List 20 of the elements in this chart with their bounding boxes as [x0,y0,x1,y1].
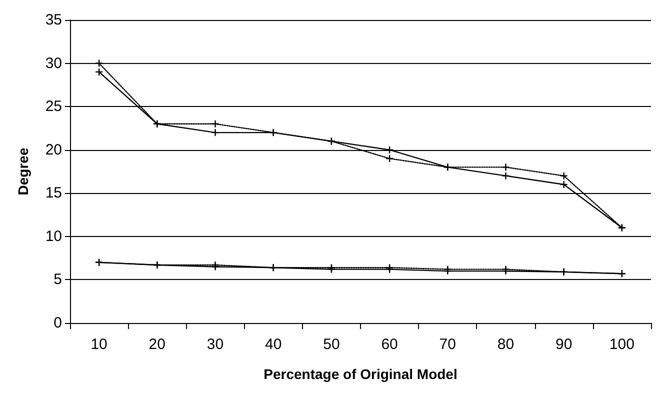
x-tick-label: 60 [381,336,398,353]
y-axis-title: Degree [15,148,31,196]
x-tick-label: 10 [90,336,108,353]
x-tick-label: 40 [265,336,282,353]
y-tick-label: 20 [45,141,62,158]
x-tick-label: 50 [323,336,340,353]
x-tick-label: 90 [556,336,572,353]
y-tick-label: 0 [54,314,62,332]
y-tick-label: 35 [45,12,62,28]
y-tick-label: 10 [45,228,62,245]
y-tick-label: 15 [45,184,62,202]
x-tick-label: 100 [609,336,634,353]
x-tick-label: 20 [148,336,166,353]
x-tick-label: 30 [206,336,224,353]
x-tick-label: 80 [497,336,514,353]
y-tick-label: 25 [45,98,62,116]
x-tick-label: 70 [439,336,456,353]
x-axis-title: Percentage of Original Model [264,366,458,382]
y-tick-label: 5 [54,271,62,288]
y-tick-label: 30 [45,54,62,72]
